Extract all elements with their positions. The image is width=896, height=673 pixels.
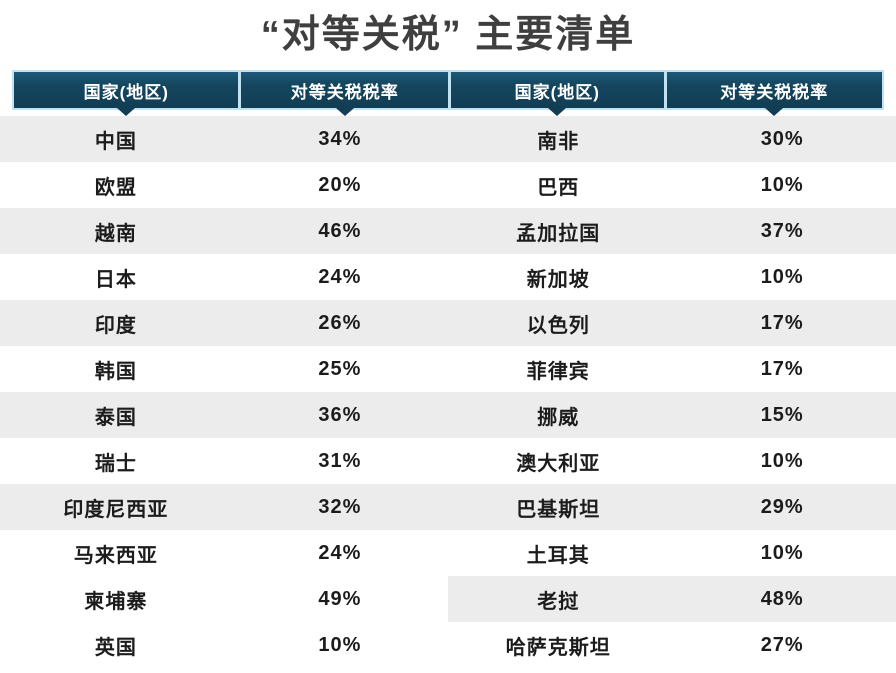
row-half-right: 澳大利亚 10% [448, 438, 896, 484]
rate-cell: 37% [760, 219, 804, 242]
rate-cell: 32% [318, 495, 362, 518]
row-half-right: 南非 30% [448, 116, 896, 162]
header-rate-right: 对等关税税率 [666, 72, 882, 108]
country-cell: 南非 [537, 130, 580, 153]
country-cell: 瑞士 [94, 452, 137, 475]
table-body: 中国 34% 南非 30% 欧盟 20% 巴西 10% 越南 46% 孟加拉国 37% 日本 24% 新加坡… [0, 116, 896, 668]
table-row: 欧盟 20% 巴西 10% [0, 162, 896, 208]
row-half-left: 柬埔寨 49% [0, 576, 448, 622]
table-row: 瑞士 31% 澳大利亚 10% [0, 438, 896, 484]
row-half-left: 印度 26% [0, 300, 448, 346]
country-cell: 泰国 [94, 406, 137, 429]
country-cell: 挪威 [537, 406, 580, 429]
country-cell: 老挝 [537, 590, 580, 613]
row-half-left: 英国 10% [0, 622, 448, 668]
country-cell: 印度尼西亚 [63, 498, 169, 521]
country-cell: 欧盟 [94, 176, 137, 199]
rate-cell: 10% [760, 265, 804, 288]
row-half-right: 新加坡 10% [448, 254, 896, 300]
country-cell: 越南 [94, 222, 137, 245]
row-half-right: 孟加拉国 37% [448, 208, 896, 254]
table-row: 柬埔寨 49% 老挝 48% [0, 576, 896, 622]
table-row: 英国 10% 哈萨克斯坦 27% [0, 622, 896, 668]
rate-cell: 10% [760, 541, 804, 564]
row-half-left: 瑞士 31% [0, 438, 448, 484]
rate-cell: 24% [318, 265, 362, 288]
header-rate-left: 对等关税税率 [241, 72, 448, 108]
rate-cell: 25% [318, 357, 362, 380]
row-half-right: 以色列 17% [448, 300, 896, 346]
rate-cell: 46% [318, 219, 362, 242]
table-row: 泰国 36% 挪威 15% [0, 392, 896, 438]
country-cell: 马来西亚 [73, 544, 158, 567]
rate-cell: 30% [760, 127, 804, 150]
rate-cell: 20% [318, 173, 362, 196]
rate-cell: 10% [318, 633, 362, 656]
country-cell: 孟加拉国 [516, 222, 601, 245]
country-cell: 中国 [94, 130, 137, 153]
row-half-left: 韩国 25% [0, 346, 448, 392]
rate-cell: 10% [760, 173, 804, 196]
rate-cell: 36% [318, 403, 362, 426]
country-cell: 哈萨克斯坦 [505, 636, 611, 659]
country-cell: 日本 [94, 268, 137, 291]
row-half-left: 印度尼西亚 32% [0, 484, 448, 530]
country-cell: 土耳其 [526, 544, 590, 567]
header-country-right: 国家(地区) [451, 72, 664, 108]
country-cell: 巴西 [537, 176, 580, 199]
table-header: 国家(地区) 对等关税税率 国家(地区) 对等关税税率 [12, 70, 884, 110]
row-half-right: 挪威 15% [448, 392, 896, 438]
table-row: 印度 26% 以色列 17% [0, 300, 896, 346]
country-cell: 以色列 [526, 314, 590, 337]
page-title: “对等关税” 主要清单 [260, 14, 636, 56]
rate-cell: 31% [318, 449, 362, 472]
rate-cell: 49% [318, 587, 362, 610]
table-row: 日本 24% 新加坡 10% [0, 254, 896, 300]
table-row: 中国 34% 南非 30% [0, 116, 896, 162]
country-cell: 新加坡 [526, 268, 590, 291]
row-half-right: 老挝 48% [448, 576, 896, 622]
row-half-left: 泰国 36% [0, 392, 448, 438]
row-half-left: 中国 34% [0, 116, 448, 162]
row-half-right: 菲律宾 17% [448, 346, 896, 392]
rate-cell: 29% [760, 495, 804, 518]
row-half-right: 哈萨克斯坦 27% [448, 622, 896, 668]
row-half-left: 欧盟 20% [0, 162, 448, 208]
country-cell: 澳大利亚 [516, 452, 601, 475]
row-half-left: 日本 24% [0, 254, 448, 300]
row-half-right: 巴基斯坦 29% [448, 484, 896, 530]
table-row: 马来西亚 24% 土耳其 10% [0, 530, 896, 576]
rate-cell: 15% [760, 403, 804, 426]
country-cell: 菲律宾 [526, 360, 590, 383]
table-row: 印度尼西亚 32% 巴基斯坦 29% [0, 484, 896, 530]
country-cell: 印度 [94, 314, 137, 337]
country-cell: 韩国 [94, 360, 137, 383]
rate-cell: 24% [318, 541, 362, 564]
rate-cell: 10% [760, 449, 804, 472]
header-country-left: 国家(地区) [14, 72, 239, 108]
rate-cell: 34% [318, 127, 362, 150]
row-half-left: 马来西亚 24% [0, 530, 448, 576]
rate-cell: 17% [760, 357, 804, 380]
country-cell: 柬埔寨 [84, 590, 148, 613]
country-cell: 巴基斯坦 [516, 498, 601, 521]
row-half-left: 越南 46% [0, 208, 448, 254]
rate-cell: 27% [760, 633, 804, 656]
rate-cell: 26% [318, 311, 362, 334]
rate-cell: 17% [760, 311, 804, 334]
row-half-right: 巴西 10% [448, 162, 896, 208]
country-cell: 英国 [94, 636, 137, 659]
row-half-right: 土耳其 10% [448, 530, 896, 576]
table-row: 越南 46% 孟加拉国 37% [0, 208, 896, 254]
rate-cell: 48% [760, 587, 804, 610]
table-row: 韩国 25% 菲律宾 17% [0, 346, 896, 392]
